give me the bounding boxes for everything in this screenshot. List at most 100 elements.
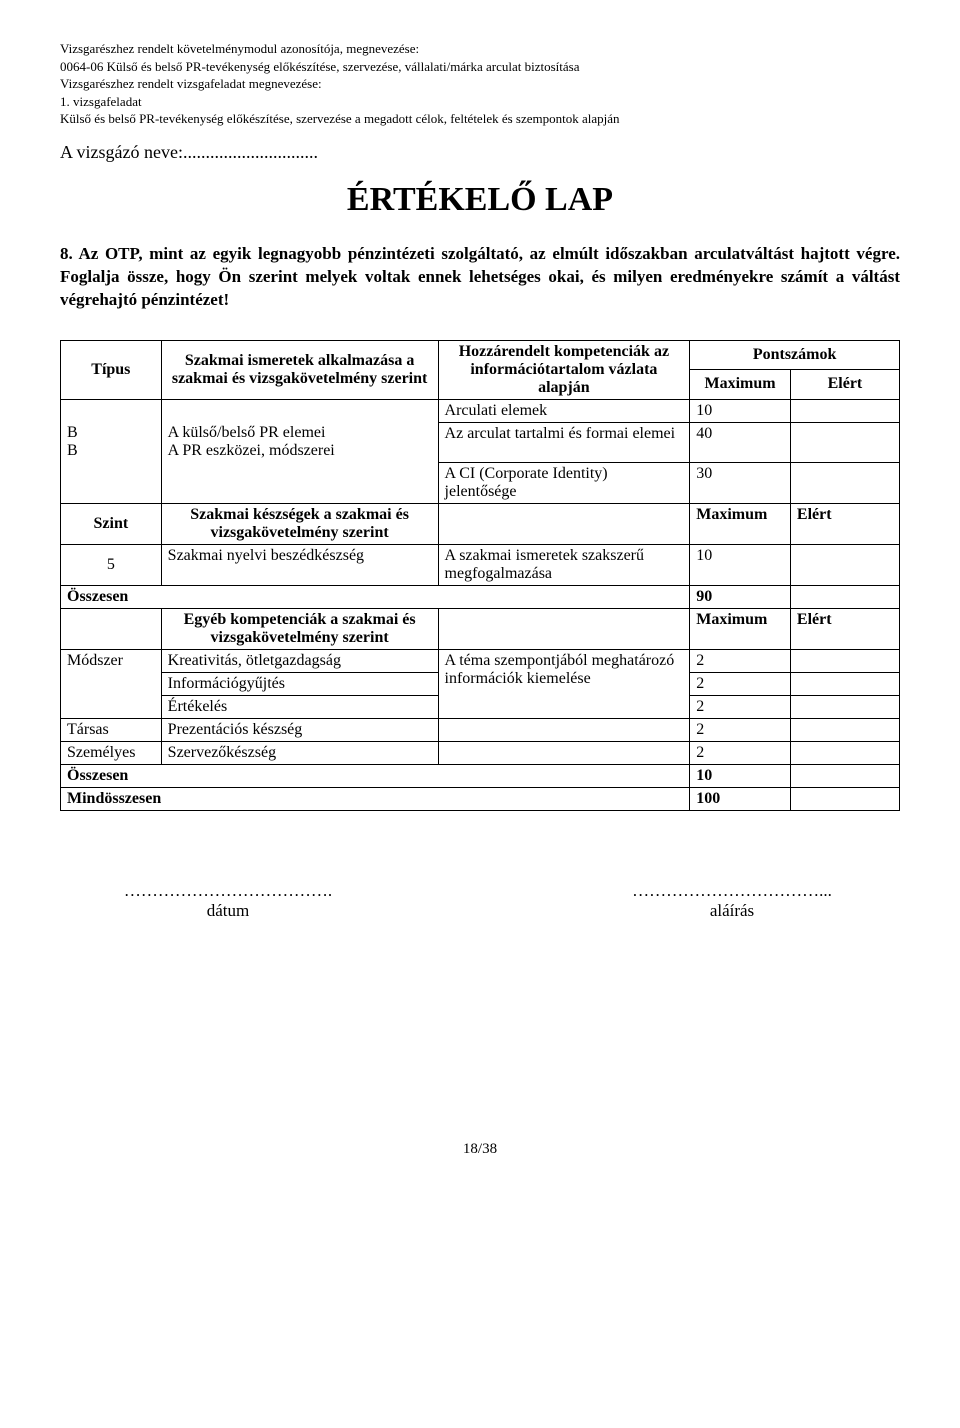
cell-max: 40 [690,422,791,462]
cell-empty [438,503,690,544]
cell-competence: Az arculat tartalmi és formai elemei [438,422,690,462]
signature-row: ………………………………. dátum ……………………………... aláír… [60,881,900,921]
module-header: Vizsgarészhez rendelt követelménymodul a… [60,40,900,128]
cell-empty [438,608,690,649]
col-score-header: Elért [790,503,899,544]
total-label: Mindösszesen [61,787,690,810]
page-title: ÉRTÉKELŐ LAP [60,181,900,219]
candidate-dots: .............................. [183,142,318,162]
signature-label: aláírás [564,901,900,921]
col-knowledge-header: Szakmai ismeretek alkalmazása a szakmai … [161,340,438,399]
cell-desc: Információgyűjtés [161,672,438,695]
cell-max: 2 [690,741,791,764]
header-line-1: Vizsgarészhez rendelt követelménymodul a… [60,40,900,58]
table-row: Személyes Szervezőkészség 2 [61,741,900,764]
table-row: Társas Prezentációs készség 2 [61,718,900,741]
cell-desc: Szervezőkészség [161,741,438,764]
cell-max: 10 [690,544,791,585]
cell-score [790,462,899,503]
subtotal-score [790,764,899,787]
col-max-header: Maximum [690,608,791,649]
table-row: Arculati elemek 10 [61,399,900,422]
header-line-5: Külső és belső PR-tevékenység előkészíté… [60,110,900,128]
desc-pr-elemei: A külső/belső PR elemei [168,424,432,442]
cell-max: 2 [690,718,791,741]
cell-score [790,399,899,422]
cell-type: Társas [61,718,162,741]
cell-score [790,672,899,695]
subtotal-label: Összesen [61,764,690,787]
cell-score [790,695,899,718]
cell-empty [61,462,162,503]
evaluation-table: Típus Szakmai ismeretek alkalmazása a sz… [60,340,900,811]
table-row: Összesen 90 [61,585,900,608]
cell-level: 5 [61,544,162,585]
cell-empty [161,399,438,422]
cell-empty [61,608,162,649]
dots-line: ………………………………. [60,881,396,901]
subtotal-score [790,585,899,608]
cell-desc: Értékelés [161,695,438,718]
col-competence-header: Hozzárendelt kompetenciák az információt… [438,340,690,399]
cell-score [790,544,899,585]
cell-empty [61,399,162,422]
col-points-header: Pontszámok [690,340,900,370]
cell-empty [161,462,438,503]
table-header-row: Típus Szakmai ismeretek alkalmazása a sz… [61,340,900,370]
col-other-header: Egyéb kompetenciák a szakmai és vizsgakö… [161,608,438,649]
type-b2: B [67,442,155,460]
desc-pr-eszkozei: A PR eszközei, módszerei [168,442,432,460]
subtotal-max: 90 [690,585,791,608]
candidate-name-line: A vizsgázó neve:........................… [60,142,900,163]
col-max-header: Maximum [690,503,791,544]
table-row: B B A külső/belső PR elemei A PR eszköze… [61,422,900,462]
cell-max: 2 [690,695,791,718]
cell-score [790,422,899,462]
total-max: 100 [690,787,791,810]
table-row: Szint Szakmai készségek a szakmai és viz… [61,503,900,544]
cell-type: Módszer [61,649,162,718]
table-row: Mindösszesen 100 [61,787,900,810]
cell-empty [438,741,690,764]
cell-competence: A szakmai ismeretek szakszerű megfogalma… [438,544,690,585]
cell-skill: Szakmai nyelvi beszédkészség [161,544,438,585]
cell-max: 30 [690,462,791,503]
col-level-header: Szint [61,503,162,544]
cell-competence: A CI (Corporate Identity) jelentősége [438,462,690,503]
col-score-header: Elért [790,608,899,649]
header-line-4: 1. vizsgafeladat [60,93,900,111]
table-row: Egyéb kompetenciák a szakmai és vizsgakö… [61,608,900,649]
table-row: 5 Szakmai nyelvi beszédkészség A szakmai… [61,544,900,585]
cell-type: B B [61,422,162,462]
date-label: dátum [60,901,396,921]
page-number: 18/38 [60,1141,900,1158]
col-type-header: Típus [61,340,162,399]
cell-desc: A külső/belső PR elemei A PR eszközei, m… [161,422,438,462]
cell-score [790,649,899,672]
cell-empty [438,718,690,741]
cell-score [790,718,899,741]
signature-date-col: ………………………………. dátum [60,881,396,921]
table-row: Összesen 10 [61,764,900,787]
cell-max: 10 [690,399,791,422]
cell-competence: A téma szempontjából meghatározó informá… [438,649,690,718]
cell-max: 2 [690,672,791,695]
col-max-header: Maximum [690,370,791,400]
subtotal-label: Összesen [61,585,690,608]
header-line-2: 0064-06 Külső és belső PR-tevékenység el… [60,58,900,76]
col-score-header: Elért [790,370,899,400]
cell-competence: Arculati elemek [438,399,690,422]
dots-line: ……………………………... [564,881,900,901]
table-row: A CI (Corporate Identity) jelentősége 30 [61,462,900,503]
cell-type: Személyes [61,741,162,764]
cell-desc: Kreativitás, ötletgazdagság [161,649,438,672]
col-skill-header: Szakmai készségek a szakmai és vizsgaköv… [161,503,438,544]
type-b1: B [67,424,155,442]
cell-max: 2 [690,649,791,672]
header-line-3: Vizsgarészhez rendelt vizsgafeladat megn… [60,75,900,93]
candidate-label: A vizsgázó neve: [60,142,183,162]
signature-sign-col: ……………………………... aláírás [564,881,900,921]
subtotal-max: 10 [690,764,791,787]
total-score [790,787,899,810]
table-row: Módszer Kreativitás, ötletgazdagság A té… [61,649,900,672]
